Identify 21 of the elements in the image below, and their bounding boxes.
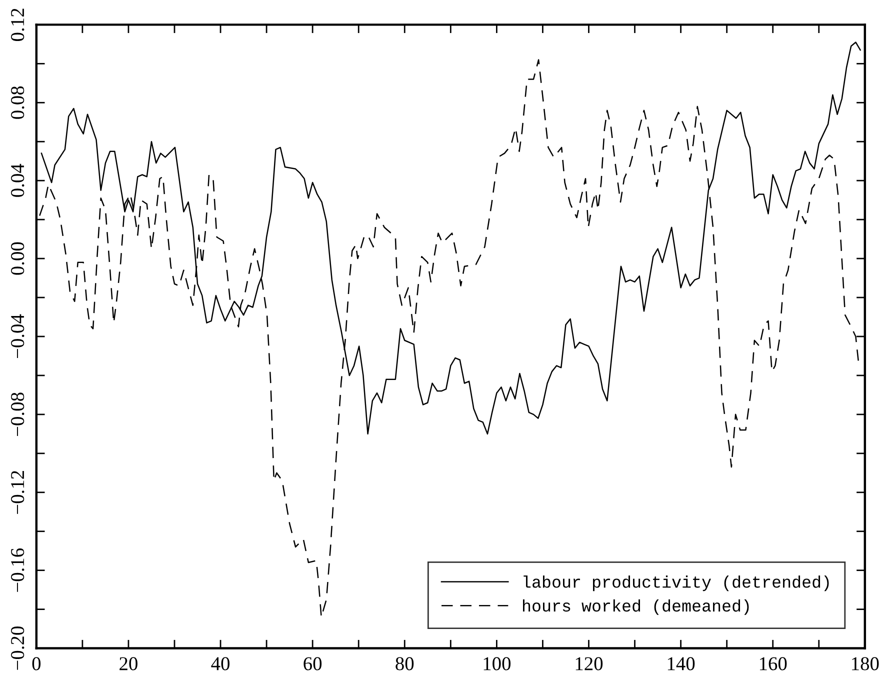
x-tick-label: 120	[576, 657, 603, 670]
y-tick-label: 0.04	[11, 164, 24, 197]
y-tick-label: −0.04	[11, 314, 24, 358]
y-tick-label: −0.20	[11, 626, 24, 670]
x-tick-label: 40	[211, 657, 230, 670]
y-tick-label: 0.00	[11, 242, 24, 275]
y-tick-label: −0.12	[11, 470, 24, 514]
legend-label: labour productivity (detrended)	[524, 576, 829, 592]
x-tick-label: 140	[668, 657, 695, 670]
x-tick-label: 100	[484, 657, 511, 670]
x-tick-label: 180	[852, 657, 879, 670]
x-tick-label: 60	[304, 657, 322, 670]
legend-label: hours worked (demeaned)	[523, 599, 749, 615]
y-tick-label: −0.16	[11, 548, 24, 592]
y-tick-label: 0.12	[11, 8, 24, 41]
x-tick-label: 160	[760, 657, 787, 670]
y-tick-label: −0.08	[11, 392, 24, 436]
y-tick-label: 0.08	[11, 86, 24, 119]
x-tick-label: 80	[396, 657, 414, 670]
x-tick-label: 0	[32, 657, 41, 670]
x-tick-label: 20	[120, 657, 138, 670]
